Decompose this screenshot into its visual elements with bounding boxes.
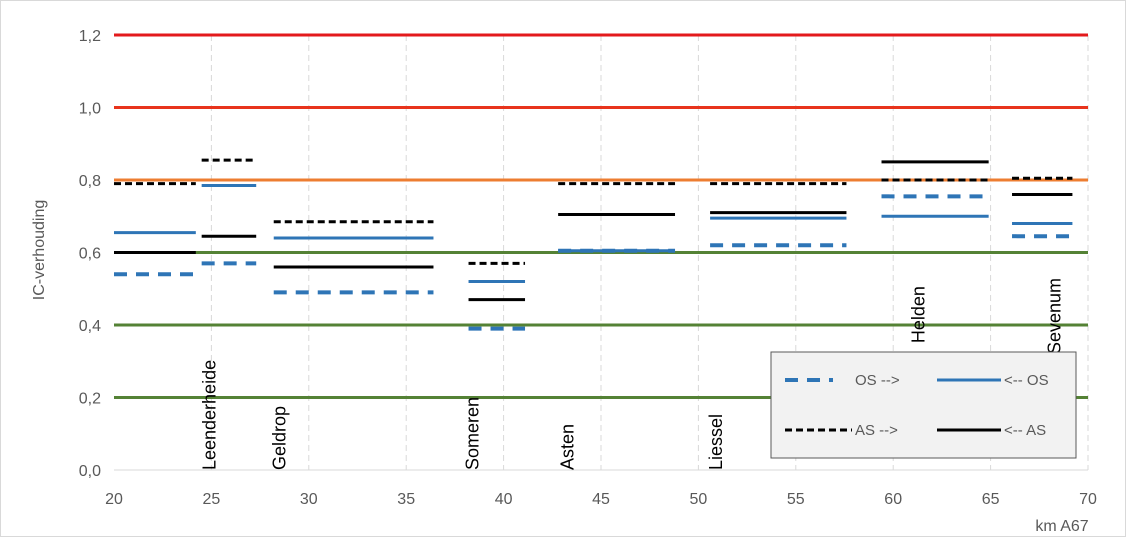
y-tick-label: 0,4 xyxy=(79,318,101,335)
x-tick-label: 50 xyxy=(690,491,708,508)
legend-label: OS --> xyxy=(855,372,900,389)
place-label: Sevenum xyxy=(1045,278,1065,354)
axes: 20 25 30 35 40 45 50 55 60 65 70 0,0 0,2 0,4 0,6 0,8 1,0… xyxy=(79,28,1097,508)
place-label: Someren xyxy=(462,397,482,470)
x-tick-label: 70 xyxy=(1079,491,1097,508)
place-labels: Leenderheide Geldrop Someren Asten Liessel He… xyxy=(199,278,1064,470)
x-tick-label: 40 xyxy=(495,491,513,508)
place-label: Liessel xyxy=(706,414,726,470)
y-axis-title: IC-verhouding xyxy=(31,200,48,301)
legend-label: <-- OS xyxy=(1004,372,1049,389)
x-tick-label: 30 xyxy=(300,491,318,508)
legend: OS --> <-- OS AS --> <-- AS xyxy=(770,351,1077,459)
x-tick-label: 55 xyxy=(787,491,805,508)
x-tick-label: 60 xyxy=(884,491,902,508)
series-2 xyxy=(114,158,1073,265)
y-tick-label: 0,8 xyxy=(79,173,101,190)
x-axis-title: km A67 xyxy=(1035,518,1088,535)
y-tick-label: 1,2 xyxy=(79,28,101,45)
series-layer xyxy=(114,158,1073,331)
y-tick-label: 0,6 xyxy=(79,246,101,263)
legend-box xyxy=(770,351,1077,459)
y-tick-label: 0,2 xyxy=(79,391,101,408)
legend-label: AS --> xyxy=(855,422,898,439)
y-tick-label: 1,0 xyxy=(79,101,101,118)
x-tick-label: 65 xyxy=(982,491,1000,508)
x-tick-label: 35 xyxy=(397,491,415,508)
series-1 xyxy=(114,183,1073,283)
series-3 xyxy=(114,160,1073,302)
place-label: Helden xyxy=(908,286,928,343)
place-label: Geldrop xyxy=(269,406,289,470)
x-tick-label: 25 xyxy=(203,491,221,508)
x-tick-label: 45 xyxy=(592,491,610,508)
x-tick-label: 20 xyxy=(105,491,123,508)
place-label: Asten xyxy=(558,424,578,470)
legend-label: <-- AS xyxy=(1004,422,1046,439)
y-tick-label: 0,0 xyxy=(79,463,101,480)
place-label: Leenderheide xyxy=(199,360,219,470)
